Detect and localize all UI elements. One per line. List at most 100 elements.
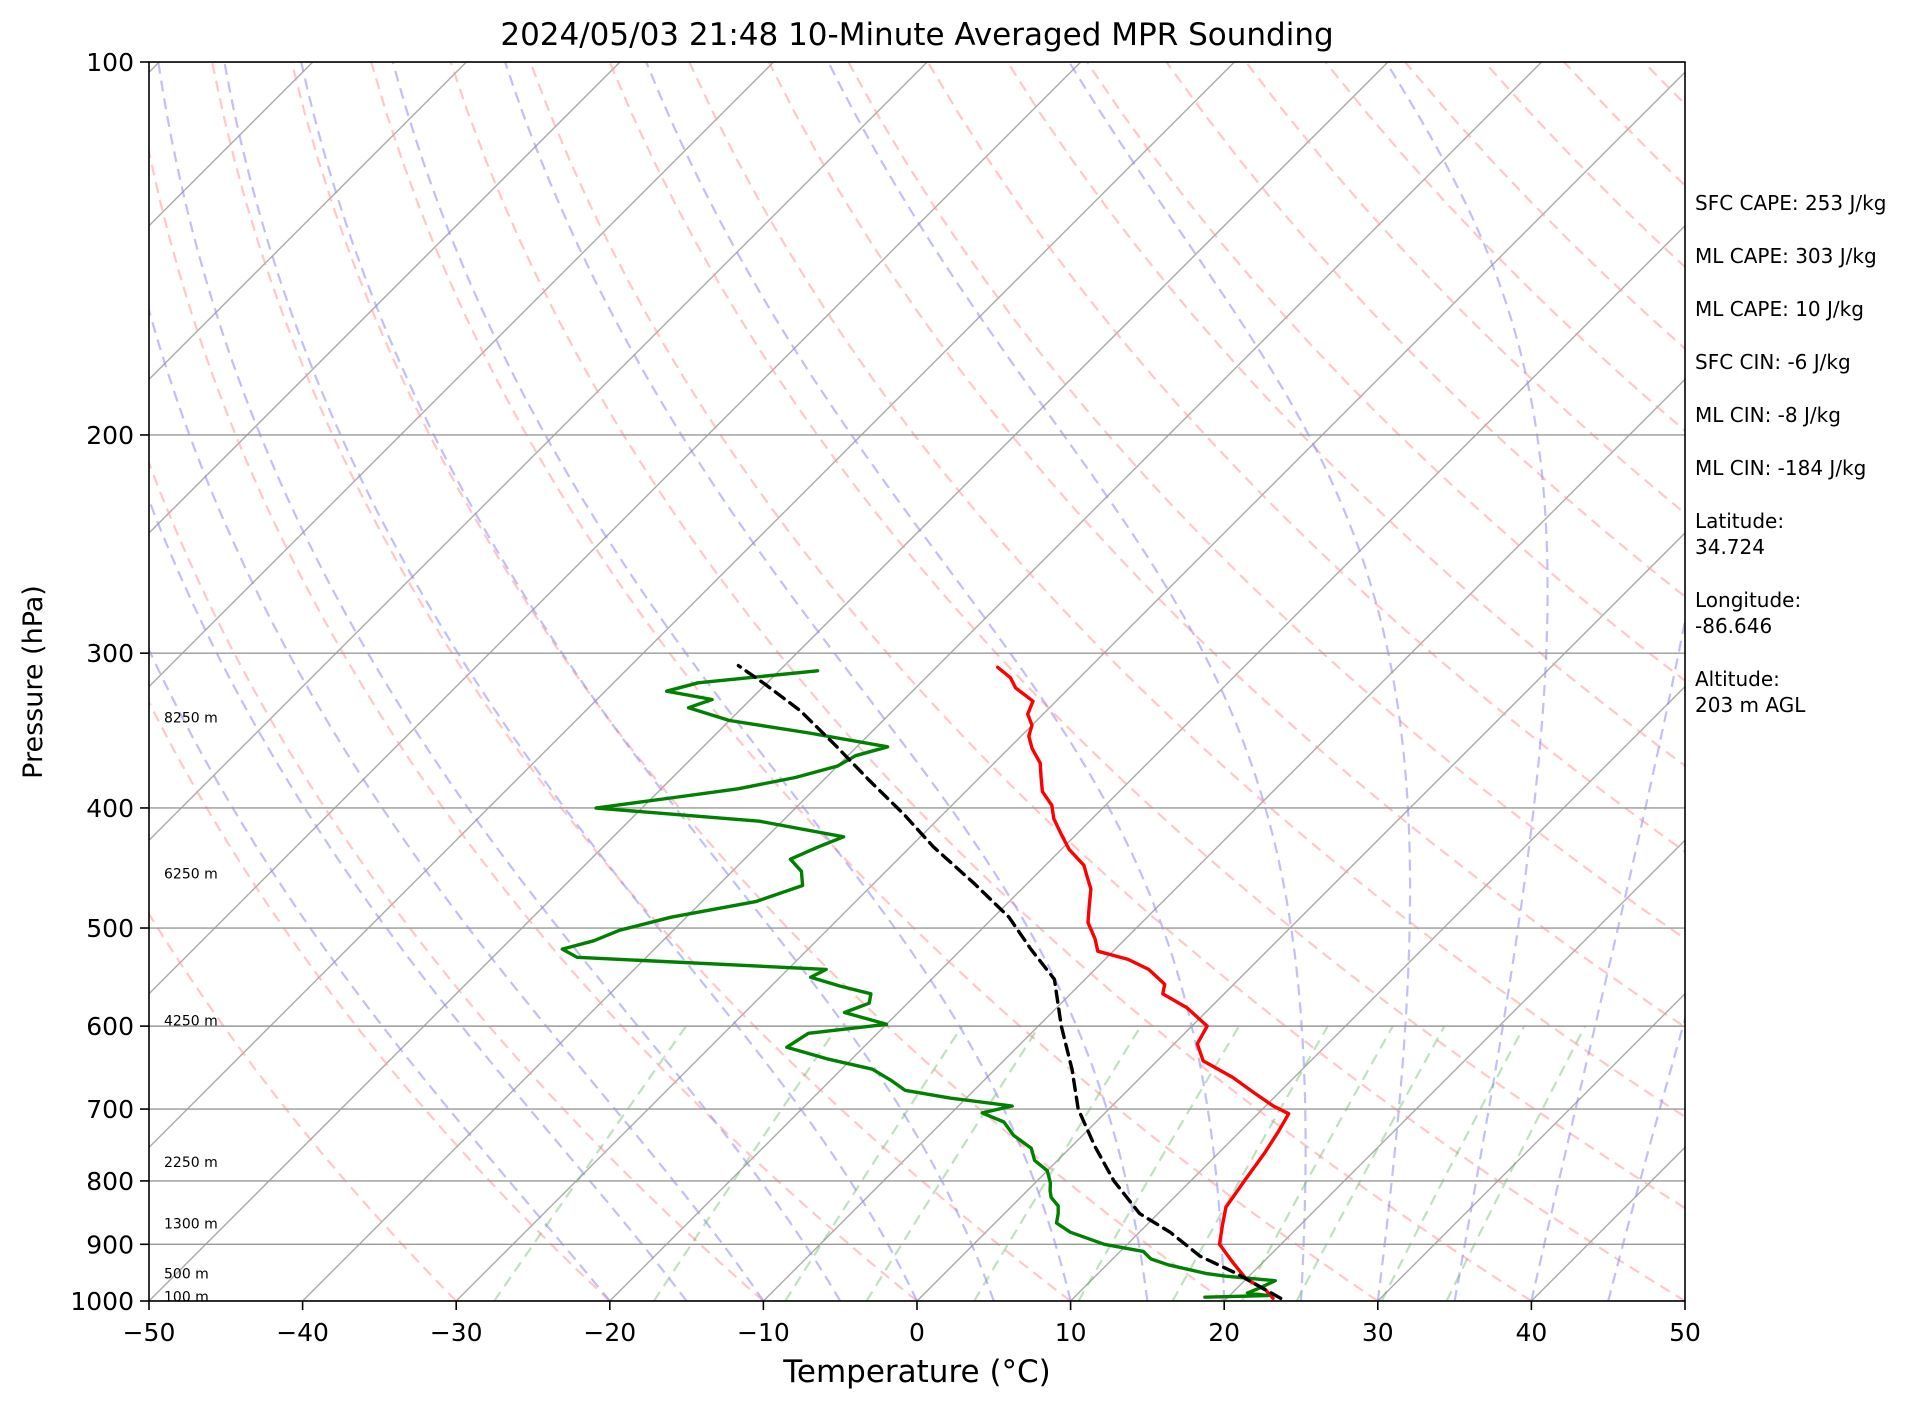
height-label: 6250 m bbox=[164, 867, 218, 883]
y-tick-label: 700 bbox=[86, 1095, 134, 1124]
height-label: 8250 m bbox=[164, 710, 218, 726]
isotherm bbox=[455, 71, 1685, 1301]
y-tick-label: 300 bbox=[86, 639, 134, 668]
isotherm bbox=[916, 532, 1685, 1301]
moist-adiabat bbox=[1607, 1015, 1685, 1301]
stat-text: Altitude: bbox=[1695, 667, 1780, 691]
moist-adiabat bbox=[300, 62, 995, 1301]
moist-adiabat bbox=[223, 62, 918, 1301]
stat-text: SFC CAPE: 253 J/kg bbox=[1695, 191, 1886, 215]
stat-text: Longitude: bbox=[1695, 588, 1801, 612]
isotherm bbox=[149, 62, 621, 534]
x-tick-label: 30 bbox=[1362, 1318, 1394, 1347]
x-tick-label: −50 bbox=[123, 1318, 176, 1347]
y-tick-label: 500 bbox=[86, 914, 134, 943]
stat-text: ML CIN: -184 J/kg bbox=[1695, 456, 1866, 480]
moist-adiabat bbox=[391, 62, 1072, 1301]
y-tick-label: 1000 bbox=[70, 1287, 134, 1316]
temperature-profile bbox=[996, 665, 1291, 1300]
dry-adiabat bbox=[1165, 62, 1685, 599]
dry-adiabat bbox=[529, 62, 1685, 1301]
moist-adiabat bbox=[149, 497, 688, 1301]
isotherm bbox=[302, 62, 1543, 1301]
chart-title: 2024/05/03 21:48 10-Minute Averaged MPR … bbox=[500, 17, 1333, 53]
x-tick-label: 20 bbox=[1208, 1318, 1240, 1347]
isotherm bbox=[149, 62, 467, 381]
isotherm bbox=[1070, 685, 1685, 1301]
dewpoint-profile bbox=[560, 669, 1277, 1299]
reference-lines bbox=[149, 62, 1685, 1301]
x-axis-ticks: −50 −40 −30 −20 −10 0 10 20 30 40 50 bbox=[123, 1301, 1701, 1347]
isotherm bbox=[762, 378, 1685, 1301]
dry-adiabat bbox=[370, 62, 1379, 1301]
height-labels: 100 m 500 m 1300 m 2250 m 4250 m 6250 m 8250 m bbox=[164, 710, 218, 1305]
x-tick-label: 0 bbox=[909, 1318, 925, 1347]
mixing-ratio-line bbox=[973, 1025, 1142, 1301]
mixing-ratio-line bbox=[784, 1025, 964, 1301]
isotherm bbox=[1223, 839, 1685, 1301]
dry-adiabat bbox=[290, 62, 1225, 1301]
x-tick-label: 50 bbox=[1669, 1318, 1701, 1347]
isotherm bbox=[1377, 992, 1685, 1301]
dry-adiabat bbox=[149, 146, 918, 1301]
y-tick-label: 200 bbox=[86, 421, 134, 450]
moist-adiabat bbox=[149, 306, 765, 1301]
x-tick-label: 10 bbox=[1055, 1318, 1087, 1347]
stat-text: 34.724 bbox=[1695, 535, 1765, 559]
mixing-ratio-line bbox=[1171, 1025, 1329, 1301]
moist-adiabat bbox=[645, 62, 1226, 1301]
y-tick-label: 900 bbox=[86, 1230, 134, 1259]
dry-adiabat bbox=[149, 911, 457, 1301]
dry-adiabat bbox=[608, 62, 1685, 1210]
x-tick-label: −30 bbox=[430, 1318, 483, 1347]
stat-text: Latitude: bbox=[1695, 509, 1784, 533]
x-tick-label: −10 bbox=[737, 1318, 790, 1347]
dry-adiabat bbox=[149, 459, 765, 1301]
y-tick-label: 800 bbox=[86, 1167, 134, 1196]
dry-adiabat bbox=[1085, 62, 1685, 683]
parcel-path bbox=[736, 663, 1283, 1300]
height-label: 100 m bbox=[164, 1290, 209, 1306]
stat-text: ML CIN: -8 J/kg bbox=[1695, 403, 1841, 427]
stat-text: 203 m AGL bbox=[1695, 693, 1806, 717]
sounding-stats: SFC CAPE: 253 J/kg ML CAPE: 303 J/kg ML CA… bbox=[1695, 191, 1886, 717]
dry-adiabat bbox=[211, 62, 1072, 1301]
pressure-gridlines bbox=[149, 62, 1685, 1301]
height-label: 1300 m bbox=[164, 1217, 218, 1233]
stat-text: ML CAPE: 303 J/kg bbox=[1695, 244, 1877, 268]
mixing-ratio-line bbox=[865, 1025, 1041, 1301]
moist-adiabat bbox=[149, 647, 611, 1301]
stat-text: -86.646 bbox=[1695, 614, 1772, 638]
stat-text: ML CAPE: 10 J/kg bbox=[1695, 297, 1864, 321]
moist-adiabat bbox=[157, 62, 842, 1301]
x-tick-label: −40 bbox=[276, 1318, 329, 1347]
y-tick-label: 100 bbox=[86, 48, 134, 77]
moist-adiabat bbox=[1385, 62, 1549, 1301]
isotherm bbox=[149, 62, 1235, 1149]
moist-adiabat bbox=[504, 62, 1149, 1301]
dry-adiabat bbox=[847, 62, 1685, 941]
height-label: 500 m bbox=[164, 1266, 209, 1282]
isotherm bbox=[149, 62, 1389, 1301]
isotherm bbox=[609, 224, 1685, 1301]
dry-adiabat bbox=[926, 62, 1685, 853]
sounding-profiles bbox=[560, 663, 1291, 1300]
dry-adiabat bbox=[688, 62, 1685, 1119]
isotherm bbox=[149, 62, 1082, 995]
x-axis-label: Temperature (°C) bbox=[782, 1354, 1051, 1390]
dry-adiabat bbox=[449, 62, 1532, 1301]
y-axis-label: Pressure (hPa) bbox=[18, 585, 49, 779]
height-label: 2250 m bbox=[164, 1155, 218, 1171]
mixing-ratio-line bbox=[1077, 1025, 1241, 1301]
moist-adiabat bbox=[827, 62, 1307, 1301]
y-tick-label: 400 bbox=[86, 794, 134, 823]
isotherm bbox=[149, 62, 928, 842]
dry-adiabat bbox=[767, 62, 1685, 1029]
stat-text: SFC CIN: -6 J/kg bbox=[1695, 350, 1851, 374]
y-axis-ticks: 1000 900 800 700 600 500 400 300 200 100 bbox=[70, 48, 149, 1316]
dry-adiabat bbox=[149, 699, 611, 1301]
isotherm bbox=[149, 62, 775, 688]
moist-adiabat bbox=[1530, 614, 1685, 1301]
height-label: 4250 m bbox=[164, 1014, 218, 1030]
